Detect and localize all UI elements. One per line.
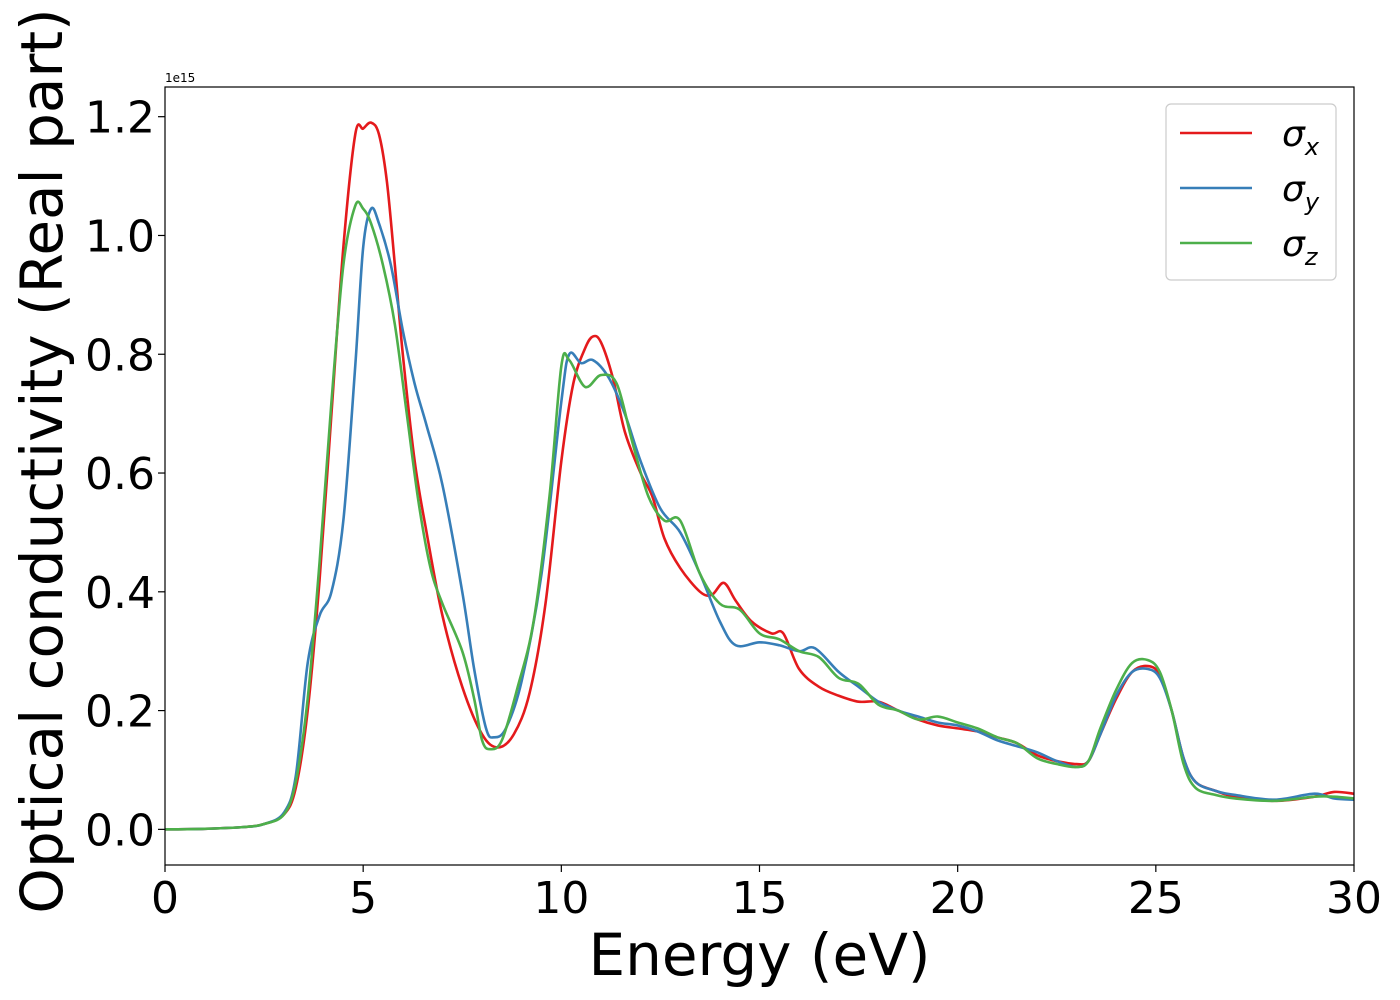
- x-axis-label: Energy (eV): [588, 921, 930, 989]
- y-tick-label: 1.0: [85, 211, 155, 262]
- y-tick-label: 0.4: [85, 568, 155, 619]
- x-tick-label: 20: [930, 873, 986, 924]
- x-tick-label: 5: [349, 873, 377, 924]
- legend-label: σz: [1282, 224, 1319, 271]
- series-line-y: [165, 206, 1354, 831]
- y-tick-label: 0.2: [85, 687, 155, 738]
- x-tick-label: 0: [151, 873, 179, 924]
- y-tick-label: 0.0: [85, 805, 155, 856]
- x-tick-label: 10: [533, 873, 589, 924]
- series-line-z: [165, 200, 1354, 831]
- y-tick-label: 0.8: [85, 330, 155, 381]
- x-tick-label: 25: [1128, 873, 1184, 924]
- x-tick-label: 15: [732, 873, 788, 924]
- y-tick-label: 0.6: [85, 449, 155, 500]
- legend-box: [1165, 103, 1337, 281]
- y-offset-text: 1e15: [165, 71, 195, 85]
- series-layer: [165, 121, 1354, 831]
- x-tick-label: 30: [1326, 873, 1382, 924]
- y-axis: 0.0 0.2 0.4 0.6 0.8 1.0 1.2: [85, 93, 165, 856]
- y-tick-label: 1.2: [85, 93, 155, 144]
- x-axis: 0 5 10 15 20 25 30: [151, 865, 1382, 924]
- y-axis-label: Optical conductivity (Real part): [8, 8, 76, 913]
